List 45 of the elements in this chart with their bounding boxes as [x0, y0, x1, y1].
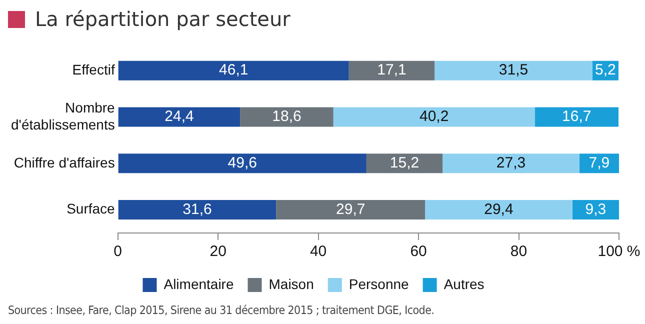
bar	[276, 200, 426, 220]
source-note: Sources : Insee, Fare, Clap 2015, Sirene au 31 décembre 2015 ; traitement DGE, Icode.	[8, 303, 434, 317]
x-tick-label: 100 %	[598, 243, 640, 260]
bar	[534, 107, 618, 127]
y-tick-label: Chiffre d'affaires	[14, 154, 115, 170]
y-tick-label: Effectif	[72, 61, 115, 78]
bar	[333, 107, 535, 127]
data-label: 46,1	[219, 62, 248, 79]
data-label: 24,4	[164, 108, 194, 126]
bar	[366, 154, 443, 174]
data-label: 40,2	[419, 108, 449, 126]
data-label: 49,6	[228, 154, 257, 172]
bar	[425, 200, 572, 220]
data-label: 15,2	[390, 154, 420, 172]
data-label: 16,7	[562, 108, 592, 126]
data-label: 7,9	[588, 154, 610, 172]
bar	[348, 60, 435, 80]
x-tick-label: 20	[210, 243, 226, 260]
data-label: 29,4	[484, 200, 514, 218]
data-label: 29,7	[336, 200, 366, 218]
data-label: 18,6	[272, 108, 302, 126]
data-label: 31,5	[498, 62, 528, 79]
bar	[240, 107, 334, 127]
data-label: 31,6	[182, 200, 212, 218]
bar	[118, 107, 240, 127]
legend-label: Alimentaire	[164, 276, 234, 292]
legend-label: Autres	[444, 276, 484, 292]
bar	[118, 154, 366, 174]
x-tick-label: 80	[510, 243, 528, 260]
x-tick-label: 40	[310, 243, 327, 260]
x-tick-label: 0	[114, 243, 122, 260]
data-label: 17,1	[377, 62, 406, 79]
legend-label: Personne	[348, 276, 410, 292]
y-tick-label: Nombre d'établissements	[10, 99, 116, 132]
x-tick-label: 60	[410, 243, 427, 260]
bar	[442, 154, 580, 174]
bar	[118, 200, 276, 220]
legend-label: Maison	[268, 276, 314, 292]
chart-title: La répartition par secteur	[35, 7, 290, 31]
data-label: 5,2	[595, 62, 616, 79]
data-label: 27,3	[496, 154, 526, 172]
bar	[434, 60, 592, 80]
data-label: 9,3	[585, 200, 606, 218]
y-tick-label: Surface	[66, 200, 116, 217]
bar	[118, 60, 349, 80]
